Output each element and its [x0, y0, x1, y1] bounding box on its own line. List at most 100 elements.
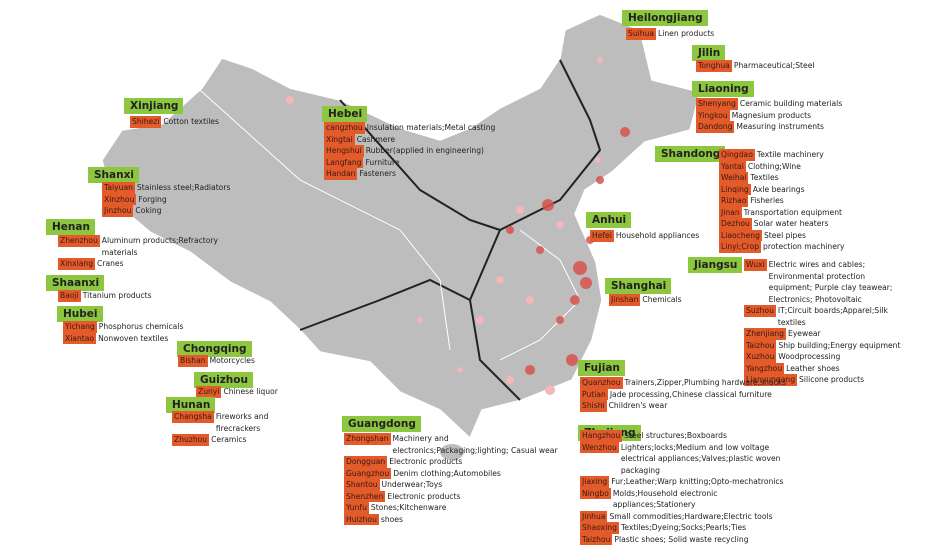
city-row: Yantai Clothing;Wine [719, 160, 869, 172]
city-name: Taizhou [744, 339, 777, 351]
city-products: Transportation equipment [743, 207, 842, 217]
city-name: Lianyungang [744, 374, 798, 386]
city-products: Textiles;Dyeing;Socks;Pearls;Ties [620, 523, 747, 532]
city-row: Tonghua Pharmaceutical;Steel [696, 60, 826, 72]
city-name: Handan [324, 168, 358, 180]
city-name: Changsha [172, 411, 214, 423]
city-products: Fur;Leather;Warp knitting;Opto-mechatron… [611, 477, 784, 486]
city-name: Huizhou [344, 513, 379, 525]
city-products: Ceramics [211, 435, 247, 444]
city-name: Dandong [696, 121, 735, 133]
region-name: Anhui [586, 212, 632, 228]
region-name: Henan [46, 219, 95, 235]
city-row: Shaoxing Textiles;Dyeing;Socks;Pearls;Tie… [580, 522, 795, 534]
city-row: Zhongshan Machinery and electronics;Packa… [344, 433, 564, 456]
region-name: Chongqing [177, 341, 252, 357]
city-name: Yantai [719, 160, 746, 172]
city-dots-light [286, 57, 603, 395]
city-row: Xinxiang Cranes [58, 258, 228, 270]
city-products: Fasteners [359, 169, 396, 178]
city-name: Xinzhou [102, 193, 137, 205]
city-products: Titanium products [82, 291, 152, 300]
city-products: Stones;Kitchenware [370, 503, 447, 512]
region-name: Hubei [57, 306, 103, 322]
city-row: Baoji Titanium products [58, 290, 188, 302]
city-name: Xinxiang [58, 258, 96, 270]
city-products: Denim clothing;Automobiles [393, 468, 501, 478]
city-name: Zhuzhou [172, 434, 210, 446]
city-row: Weihai Textiles [719, 172, 869, 184]
city-row: Xiantao Nonwoven textiles [63, 332, 213, 344]
city-products: shoes [380, 514, 403, 524]
city-row: Wenzhou Lighters;locks;Medium and low vol… [580, 441, 795, 477]
city-name: Hefei [590, 230, 614, 242]
city-row: Linqing Axle bearings [719, 183, 869, 195]
city-products: Aluminum products;Refractory materials [101, 236, 219, 257]
city-row: Xingtai Cashmere [324, 133, 514, 145]
region-name: Shaanxi [46, 275, 105, 291]
city-products: Machinery and electronics;Packaging;ligh… [392, 434, 558, 455]
city-name: Xiantao [63, 332, 97, 344]
city-name: Taiyuan [102, 182, 135, 194]
region-name: Jilin [692, 45, 726, 61]
city-name: Zunyi [196, 386, 222, 398]
city-list: Suihua Linen products [626, 28, 746, 40]
city-row: Liaocheng Steel pipes [719, 229, 869, 241]
city-row: Zhuzhou Ceramics [172, 434, 302, 446]
city-row: Guangzhou Denim clothing;Automobiles [344, 467, 564, 479]
city-name: Wenzhou [580, 441, 619, 453]
city-list: Jinshan Chemicals [609, 294, 729, 306]
city-products: Phosphorus chemicals [98, 322, 184, 331]
city-name: Yangzhou [744, 362, 785, 374]
city-name: cangzhou [324, 122, 365, 134]
city-products: Fireworks and firecrackers [215, 412, 269, 433]
city-products: Electronic products [387, 491, 461, 501]
city-row: Shantou Underwear;Toys [344, 479, 564, 491]
city-row: Jiaxing Fur;Leather;Warp knitting;Opto-me… [580, 476, 795, 488]
region-name: Liaoning [692, 81, 754, 97]
city-products: Cranes [97, 259, 124, 268]
city-name: Xuzhou [744, 351, 777, 363]
city-list: Shihezi Cotton textiles [130, 116, 280, 128]
city-name: Suzhou [744, 305, 776, 317]
city-name: Zhongshan [344, 433, 391, 445]
city-row: Shishi Children's wear [580, 400, 790, 412]
city-list: Quanzhou Trainers,Zipper,Plumbing hardwar… [580, 377, 790, 412]
city-list: Bishan Motorcycles [178, 355, 298, 367]
city-row: Lianyungang Silicone products [744, 374, 904, 386]
city-products: Ceramic building materials [739, 99, 843, 108]
city-name: Hangzhou [580, 430, 623, 442]
city-name: Wuxi [744, 259, 767, 271]
city-name: Qingdao [719, 149, 755, 161]
city-products: Forging [138, 194, 167, 204]
city-products: Fisheries [750, 196, 784, 205]
city-list: Hangzhou Steel structures;Boxboards Wenzho… [580, 430, 795, 545]
city-name: Rizhao [719, 195, 749, 207]
city-products: Silicone products [799, 375, 865, 384]
city-name: Hengshui [324, 145, 364, 157]
city-products: Electric wires and cables; Environmental… [768, 260, 893, 304]
region-name: Shanxi [88, 167, 139, 183]
region-name: Shanghai [605, 278, 672, 294]
city-products: Steel structures;Boxboards [624, 431, 727, 440]
city-products: Jade processing,Chinese classical furnit… [609, 389, 772, 399]
city-products: Solar water heaters [753, 219, 829, 228]
city-list: Wuxi Electric wires and cables; Environme… [744, 259, 904, 386]
city-row: Dongguan Electronic products [344, 456, 564, 468]
city-row: Zunyi Chinese liquor [196, 386, 326, 398]
city-row: Langfang Furniture [324, 156, 514, 168]
city-row: Changsha Fireworks and firecrackers [172, 411, 302, 434]
city-products: Cotton textiles [163, 117, 219, 126]
hainan [440, 444, 464, 460]
city-row: Hefei Household appliances [590, 230, 710, 242]
city-row: Linyi;Crop protection machinery [719, 241, 869, 253]
city-row: Handan Fasteners [324, 168, 514, 180]
city-list: Zhongshan Machinery and electronics;Packa… [344, 433, 564, 525]
city-products: Clothing;Wine [747, 161, 801, 171]
city-products: Furniture [365, 157, 400, 167]
city-row: Suihua Linen products [626, 28, 746, 40]
city-products: Rubber(applied in engineering) [365, 146, 485, 155]
city-name: Putian [580, 388, 608, 400]
